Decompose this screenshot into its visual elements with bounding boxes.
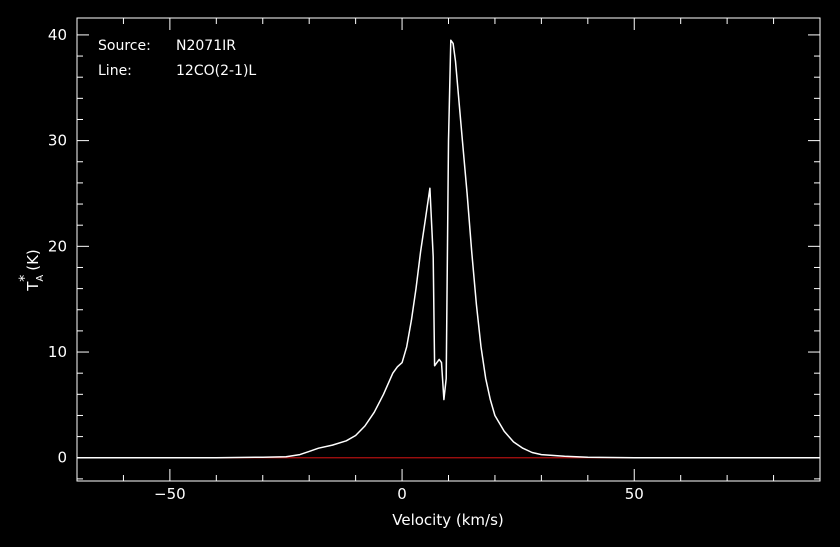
y-tick-label: 10 <box>48 343 67 361</box>
axis-tick-labels: −50 0 50 0 10 20 30 40 <box>48 26 644 503</box>
y-tick-label: 0 <box>57 449 67 467</box>
spectrum-line <box>77 39 820 459</box>
y-axis-label: TA* (K) <box>17 249 46 292</box>
annotation-source-value: N2071IR <box>176 38 236 54</box>
x-axis-label: Velocity (km/s) <box>392 511 503 529</box>
y-axis-label-sub: A <box>35 275 46 282</box>
y-tick-label: 30 <box>48 132 67 150</box>
x-tick-label: 0 <box>397 485 407 503</box>
y-tick-label: 40 <box>48 26 67 44</box>
plot-frame <box>76 17 821 482</box>
x-tick-label: 50 <box>625 485 644 503</box>
x-tick-label: −50 <box>154 485 186 503</box>
info-annotation: Source: N2071IR Line: 12CO(2-1)L <box>98 38 256 79</box>
annotation-line-value: 12CO(2-1)L <box>176 63 256 79</box>
axis-ticks <box>76 18 821 481</box>
y-axis-label-sup: * <box>17 275 33 282</box>
annotation-line-key: Line: <box>98 63 132 79</box>
y-axis-label-base: T <box>24 281 42 292</box>
y-tick-label: 20 <box>48 237 67 255</box>
y-axis-label-unit: (K) <box>24 249 42 271</box>
annotation-source-key: Source: <box>98 38 151 54</box>
